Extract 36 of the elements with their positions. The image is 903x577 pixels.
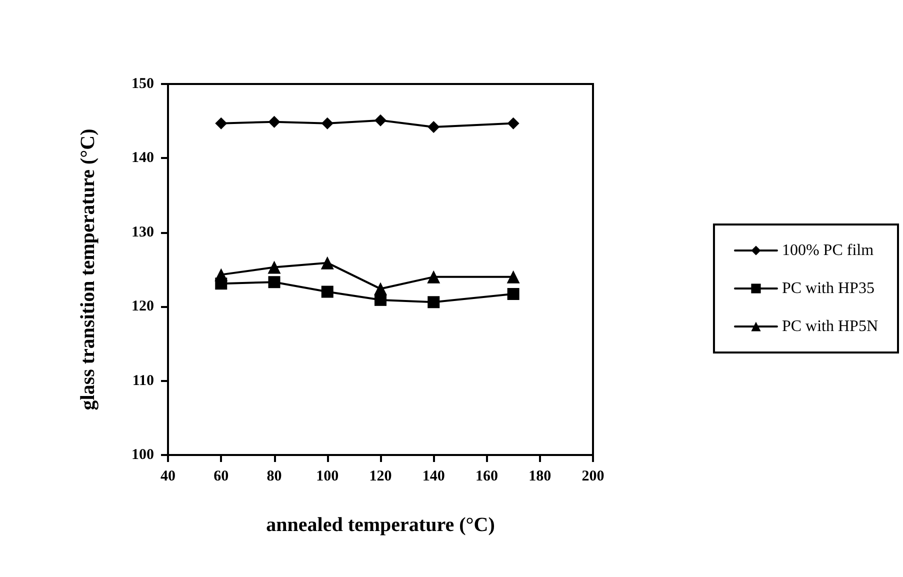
x-tick-label: 120 [369,468,392,484]
point [507,288,520,300]
x-tick-label: 180 [528,468,552,484]
x-tick-label: 100 [316,468,339,484]
y-tick-label: 140 [132,150,154,166]
point [507,117,520,130]
point [427,270,440,284]
x-axis-title: annealed temperature (°C) [266,514,495,536]
point [215,117,228,130]
point [268,116,280,128]
point [268,276,280,288]
point [374,282,387,296]
x-tick-label: 60 [214,468,229,484]
x-tick-label: 140 [422,468,445,484]
y-tick-label: 110 [132,372,154,389]
point [428,121,440,134]
y-tick-label: 100 [132,447,154,463]
point [321,117,334,130]
legend-label: 100% PC film [782,242,874,259]
x-tick-label: 160 [476,468,498,484]
y-axis-title: glass transition temperature (°C) [77,128,99,410]
x-tick-label: 200 [582,468,604,484]
y-tick-label: 120 [132,298,154,315]
point [321,286,334,298]
point [320,256,334,270]
legend-label: PC with HP5N [782,318,878,335]
y-tick-label: 150 [132,76,154,92]
legend-label: PC with HP35 [782,280,874,297]
point [268,260,281,274]
point [506,270,520,284]
x-tick-label: 40 [160,468,176,484]
point [428,296,440,308]
y-tick-label: 130 [132,224,154,240]
point [214,268,228,282]
point [374,114,386,126]
x-tick-label: 80 [266,468,282,484]
